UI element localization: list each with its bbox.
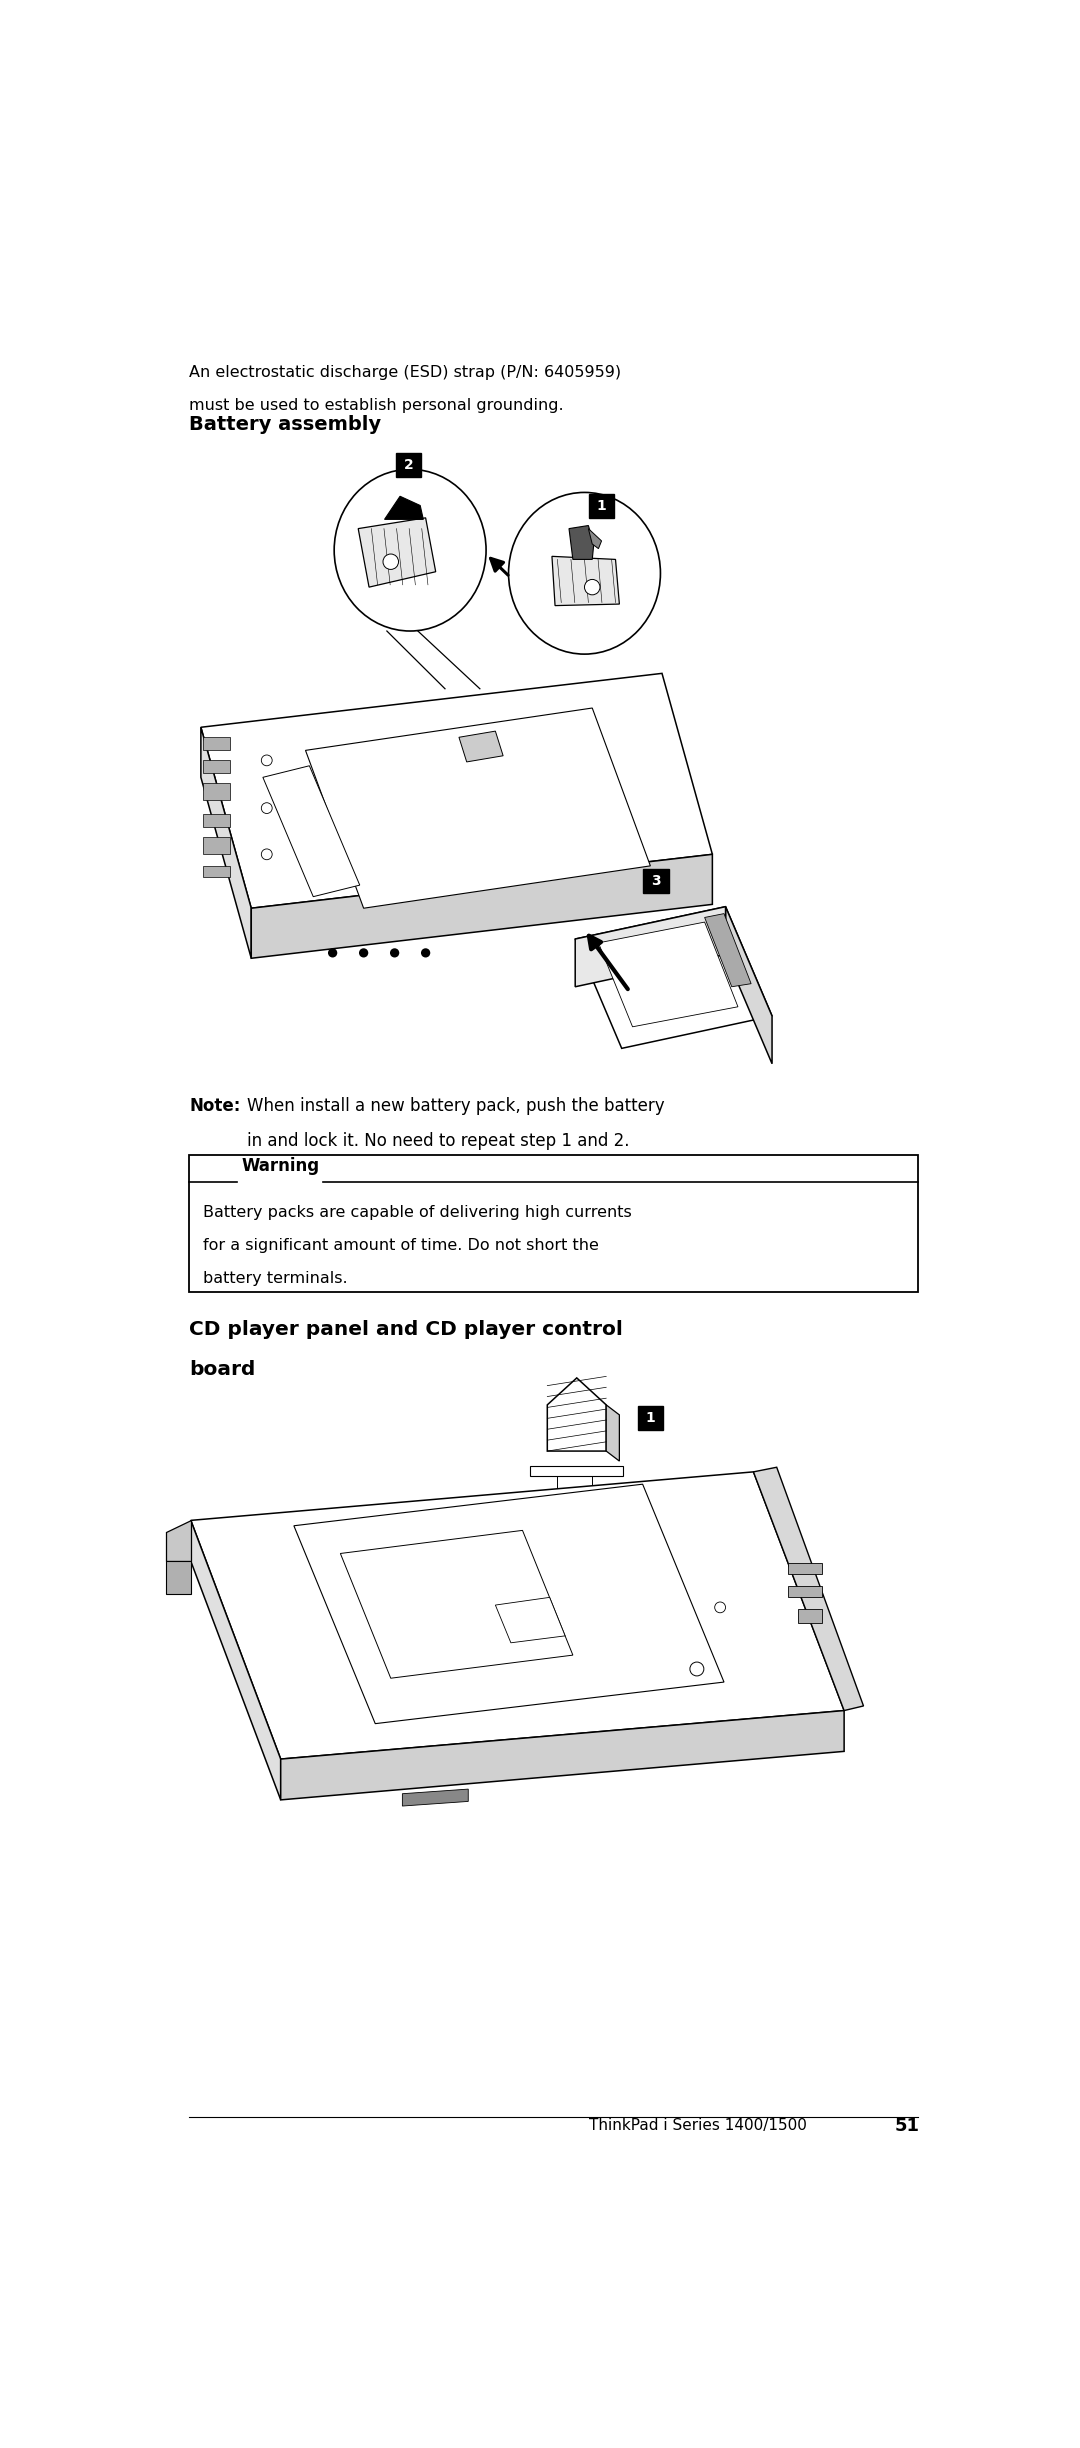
Circle shape [261,849,272,859]
FancyBboxPatch shape [203,737,230,752]
Circle shape [359,947,368,957]
Text: must be used to establish personal grounding.: must be used to establish personal groun… [189,397,564,414]
Ellipse shape [509,492,661,654]
Text: board: board [189,1361,256,1378]
Text: 51: 51 [894,2118,919,2135]
FancyBboxPatch shape [530,1466,623,1476]
Circle shape [690,1662,704,1677]
FancyBboxPatch shape [643,869,669,894]
Circle shape [421,947,430,957]
Polygon shape [166,1520,191,1562]
Polygon shape [598,923,738,1026]
FancyBboxPatch shape [189,1155,918,1293]
Polygon shape [496,1599,565,1643]
Text: CD player panel and CD player control: CD player panel and CD player control [189,1319,623,1339]
Polygon shape [548,1378,606,1452]
Polygon shape [294,1483,724,1723]
Polygon shape [576,906,772,1048]
FancyBboxPatch shape [798,1608,823,1623]
Polygon shape [191,1520,281,1799]
Polygon shape [569,526,594,561]
Text: 2: 2 [404,458,414,472]
Text: When install a new battery pack, push the battery: When install a new battery pack, push th… [247,1097,665,1114]
Text: battery terminals.: battery terminals. [203,1271,348,1285]
Polygon shape [606,1405,619,1461]
Polygon shape [403,1789,469,1807]
Text: for a significant amount of time. Do not short the: for a significant amount of time. Do not… [203,1239,599,1253]
Circle shape [328,947,337,957]
Polygon shape [191,1471,845,1760]
Ellipse shape [334,470,486,632]
Text: Note:: Note: [189,1097,241,1114]
FancyBboxPatch shape [589,494,615,519]
Polygon shape [201,727,252,957]
Text: 1: 1 [596,499,607,514]
Polygon shape [252,854,713,957]
Polygon shape [281,1711,845,1799]
Circle shape [261,754,272,766]
Text: An electrostatic discharge (ESD) strap (P/N: 6405959): An electrostatic discharge (ESD) strap (… [189,365,621,379]
Circle shape [584,580,600,595]
Circle shape [715,1601,726,1613]
FancyBboxPatch shape [787,1562,823,1574]
Polygon shape [340,1530,572,1679]
Text: Warning: Warning [242,1158,320,1175]
Text: Battery assembly: Battery assembly [189,416,381,433]
Polygon shape [384,497,423,519]
Polygon shape [754,1466,864,1711]
FancyBboxPatch shape [203,813,230,827]
FancyBboxPatch shape [395,453,421,477]
Polygon shape [576,906,726,987]
Circle shape [261,803,272,813]
FancyBboxPatch shape [203,867,230,876]
FancyBboxPatch shape [637,1405,663,1430]
Circle shape [390,947,400,957]
FancyBboxPatch shape [203,783,230,800]
Polygon shape [726,906,772,1065]
Polygon shape [262,766,360,896]
Polygon shape [201,673,713,908]
Polygon shape [306,707,650,908]
Polygon shape [704,913,751,987]
Text: ThinkPad i Series 1400/1500: ThinkPad i Series 1400/1500 [589,2118,807,2132]
FancyBboxPatch shape [203,837,230,854]
FancyBboxPatch shape [203,759,230,774]
Circle shape [383,553,399,570]
Text: Battery packs are capable of delivering high currents: Battery packs are capable of delivering … [203,1204,632,1219]
Polygon shape [359,519,435,588]
Text: in and lock it. No need to repeat step 1 and 2.: in and lock it. No need to repeat step 1… [247,1133,630,1151]
Polygon shape [166,1562,191,1594]
FancyBboxPatch shape [787,1586,823,1599]
Text: 1: 1 [646,1410,656,1425]
Polygon shape [552,556,619,605]
Polygon shape [459,732,503,761]
Text: 3: 3 [651,874,661,889]
Polygon shape [589,529,602,548]
